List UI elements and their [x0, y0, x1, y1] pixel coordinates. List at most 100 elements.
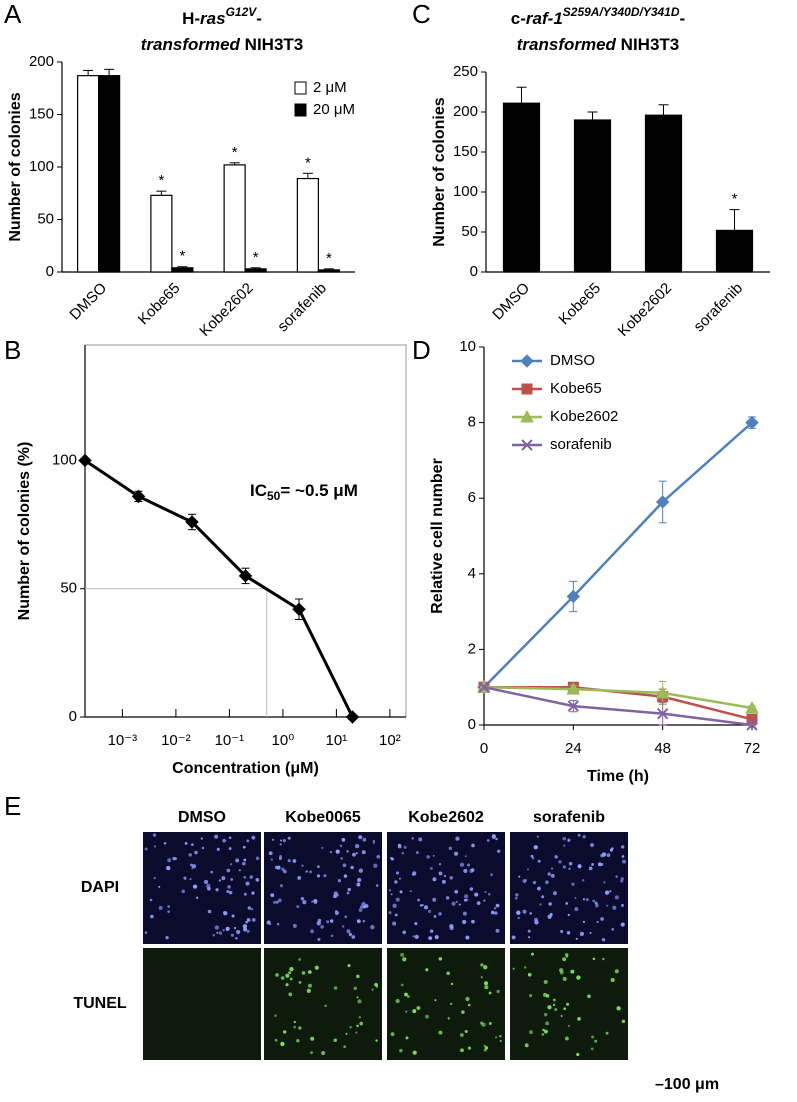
cell — [280, 839, 283, 842]
legend-label: Kobe2602 — [550, 408, 618, 425]
cell — [274, 865, 279, 870]
cell — [596, 920, 599, 924]
x-axis-label: Time (h) — [587, 768, 649, 785]
cell — [251, 918, 256, 922]
bar — [715, 229, 754, 273]
cell — [317, 865, 320, 868]
cell — [356, 919, 361, 924]
cell — [614, 969, 619, 974]
y-tick-label: 0 — [69, 708, 77, 725]
cell — [454, 889, 459, 894]
cell — [602, 957, 605, 961]
cell — [446, 971, 451, 976]
cell — [455, 900, 458, 903]
cell — [541, 895, 545, 899]
cell — [462, 911, 467, 916]
bar — [77, 75, 100, 273]
cell — [403, 845, 407, 849]
cell — [249, 875, 254, 879]
cell — [153, 845, 157, 848]
cell — [531, 857, 535, 860]
cell — [394, 880, 398, 884]
cell — [314, 965, 319, 970]
cell — [426, 855, 430, 859]
cell — [206, 883, 211, 889]
cell — [412, 871, 417, 876]
cell — [488, 893, 491, 896]
x-tick-label: 24 — [565, 740, 582, 757]
cell — [329, 919, 334, 923]
panel-label: D — [412, 335, 431, 365]
cell — [406, 994, 410, 998]
cell — [496, 989, 500, 994]
x-tick-label: 10⁻³ — [108, 732, 138, 749]
bar — [317, 269, 340, 273]
cell — [432, 854, 435, 857]
title-part: NIH3T3 — [616, 35, 679, 54]
cell — [455, 836, 460, 841]
annotation: IC50= ~0.5 μM — [250, 481, 358, 503]
cell — [466, 863, 471, 867]
y-tick-label: 200 — [29, 53, 54, 70]
cell — [194, 850, 198, 855]
cell — [281, 867, 285, 871]
cell — [230, 863, 233, 866]
y-tick-label: 150 — [29, 105, 54, 122]
cell — [560, 929, 564, 933]
cell — [567, 913, 570, 917]
bar — [98, 75, 121, 273]
x-tick-label: 10⁰ — [272, 732, 295, 749]
cell — [233, 926, 237, 930]
y-axis-label: Relative cell number — [429, 458, 446, 614]
cell — [218, 931, 223, 935]
cell — [289, 966, 294, 972]
cell — [465, 996, 470, 1002]
cell — [390, 1032, 395, 1037]
cell — [343, 874, 348, 878]
cell — [310, 1036, 315, 1041]
cell — [524, 966, 527, 969]
cell — [293, 1025, 296, 1029]
series-line — [483, 685, 753, 710]
cell — [370, 925, 375, 930]
bar — [573, 119, 612, 273]
y-tick-label: 100 — [52, 451, 77, 468]
cell — [288, 992, 293, 997]
cell — [558, 860, 562, 864]
cell — [395, 871, 400, 875]
x-tick-label: 10² — [379, 732, 401, 749]
cell — [484, 890, 487, 894]
cell — [614, 895, 619, 900]
cell — [242, 861, 246, 866]
panel-label: A — [4, 0, 22, 29]
y-tick-label: 2 — [468, 640, 476, 657]
column-label: sorafenib — [533, 809, 605, 826]
cell — [292, 923, 297, 928]
cell — [548, 902, 552, 906]
cell — [152, 833, 157, 837]
cell — [564, 1036, 569, 1041]
cell — [279, 843, 282, 846]
cell — [144, 931, 148, 934]
cell — [565, 902, 569, 905]
cell — [277, 898, 282, 903]
cell — [603, 881, 606, 884]
cell — [399, 890, 403, 894]
x-tick-label: Kobe2602 — [196, 280, 256, 340]
cell — [274, 1014, 277, 1018]
cell — [511, 935, 516, 940]
cell — [402, 957, 407, 962]
bar — [502, 102, 541, 273]
legend-label: 20 μM — [313, 101, 355, 118]
cell — [438, 863, 442, 866]
point — [566, 682, 581, 695]
cell — [278, 857, 282, 860]
cell — [316, 921, 321, 926]
y-tick-label: 8 — [468, 414, 476, 431]
cell — [530, 952, 534, 956]
cell — [449, 876, 453, 880]
cell — [471, 919, 475, 924]
cell — [554, 855, 558, 859]
cell — [474, 892, 479, 897]
cell — [524, 879, 528, 882]
